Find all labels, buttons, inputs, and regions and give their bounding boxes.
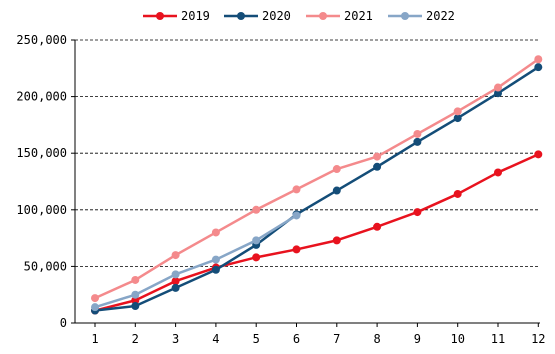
legend-label: 2022 [426, 9, 455, 23]
data-point [413, 137, 422, 146]
x-tick-label: 6 [293, 332, 300, 346]
series-2020 [91, 63, 543, 315]
x-tick-label: 7 [333, 332, 340, 346]
legend-label: 2019 [181, 9, 210, 23]
data-point [211, 228, 220, 237]
data-point [171, 251, 180, 260]
x-tick-label: 12 [531, 332, 545, 346]
data-point [332, 236, 341, 245]
data-point [373, 222, 382, 231]
y-tick-label: 100,000 [16, 203, 67, 217]
series-line [94, 58, 540, 300]
legend-item: 2019 [143, 9, 210, 23]
data-point [292, 245, 301, 254]
data-point [171, 283, 180, 292]
series-line [94, 214, 298, 309]
axes [71, 39, 540, 327]
legend-marker [319, 12, 327, 20]
data-point [332, 186, 341, 195]
y-tick-label: 200,000 [16, 90, 67, 104]
data-point [413, 208, 422, 217]
x-tick-label: 4 [212, 332, 219, 346]
legend-marker [401, 12, 409, 20]
legend: 2019 2020 2021 2022 [143, 9, 455, 23]
y-tick-label: 0 [60, 316, 67, 330]
data-point [494, 89, 502, 98]
series-2021 [91, 55, 543, 303]
data-point [131, 296, 140, 305]
data-point [292, 211, 301, 220]
data-point [252, 236, 261, 245]
data-point [453, 114, 462, 123]
x-tick-label: 1 [91, 332, 98, 346]
data-point [373, 152, 382, 161]
x-tick-label: 8 [373, 332, 380, 346]
data-point [252, 205, 261, 214]
x-tick-label: 3 [172, 332, 179, 346]
data-point [131, 290, 140, 299]
data-point [453, 189, 462, 198]
x-tick-label: 9 [414, 332, 421, 346]
data-point [171, 277, 180, 286]
data-point [413, 129, 422, 138]
data-point [534, 63, 543, 72]
data-point [131, 275, 140, 284]
legend-marker [237, 12, 245, 20]
data-point [494, 168, 502, 177]
series-2022 [91, 211, 301, 312]
data-point [211, 255, 220, 264]
data-point [534, 55, 543, 64]
gridlines [75, 39, 540, 267]
data-point [453, 107, 462, 116]
x-tick-label: 5 [253, 332, 260, 346]
data-point [91, 303, 99, 312]
legend-item: 2022 [388, 9, 455, 23]
series-2019 [91, 150, 543, 315]
data-point [131, 302, 140, 311]
x-tick-label: 11 [491, 332, 505, 346]
data-point [373, 162, 382, 171]
data-point [534, 150, 543, 159]
data-point [171, 270, 180, 279]
y-tick-labels: 0 50,000 100,000 150,000 200,000 250,000 [16, 33, 67, 330]
data-point [332, 165, 341, 174]
series-line [94, 66, 539, 312]
y-tick-label: 250,000 [16, 33, 67, 47]
y-tick-label: 50,000 [24, 259, 67, 273]
data-point [494, 83, 502, 92]
x-tick-label: 2 [132, 332, 139, 346]
data-point [292, 185, 301, 194]
legend-label: 2021 [344, 9, 373, 23]
legend-marker [156, 12, 164, 20]
series-line [94, 153, 539, 312]
x-tick-label: 10 [450, 332, 464, 346]
y-tick-label: 150,000 [16, 146, 67, 160]
legend-item: 2021 [306, 9, 373, 23]
x-tick-labels: 1 2 3 4 5 6 7 8 9 10 11 12 [91, 332, 545, 346]
data-point [91, 294, 99, 303]
data-point [252, 253, 261, 262]
legend-item: 2020 [224, 9, 291, 23]
data-point [211, 265, 220, 274]
legend-label: 2020 [262, 9, 291, 23]
series-layer [91, 55, 543, 315]
